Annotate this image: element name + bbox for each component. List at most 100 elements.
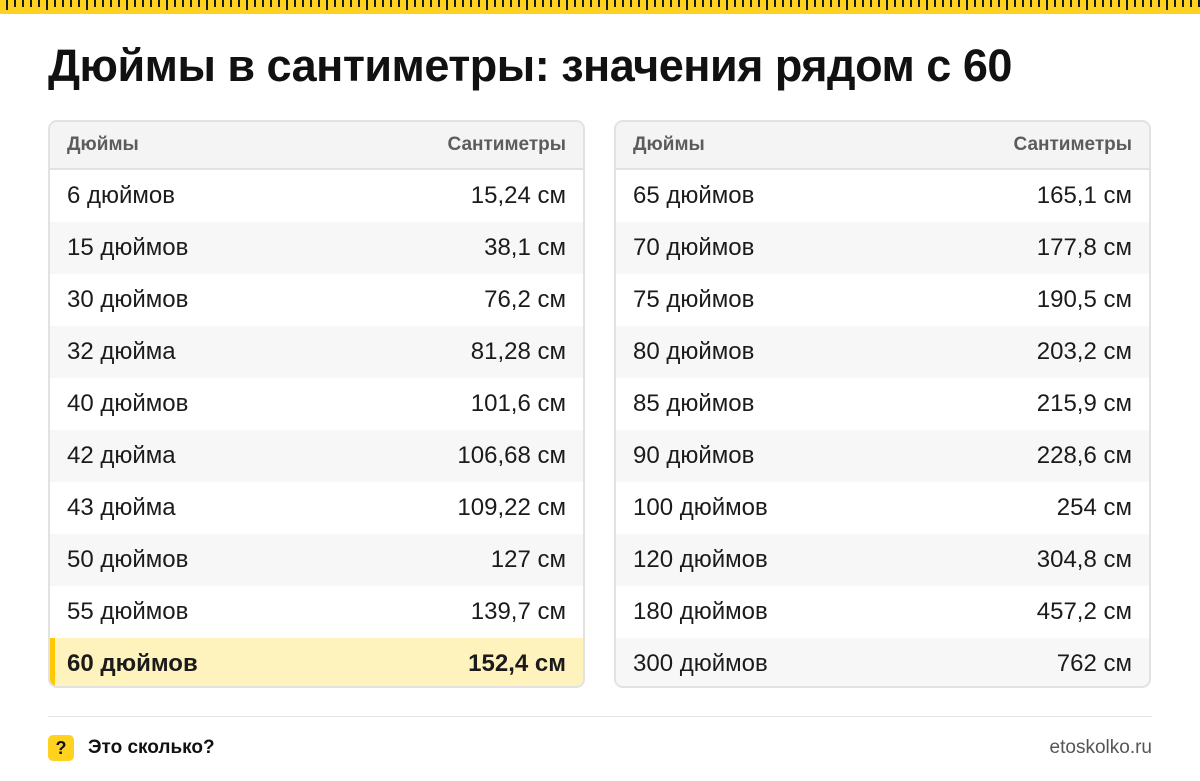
ruler-tick	[790, 0, 792, 7]
table-row: 85 дюймов 215,9 см	[616, 378, 1149, 430]
table-row: 43 дюйма 109,22 см	[50, 482, 583, 534]
cell-cm: 15,24 см	[470, 182, 566, 209]
cell-inches: 120 дюймов	[633, 546, 768, 573]
ruler-tick	[198, 0, 200, 7]
ruler-tick	[1142, 0, 1144, 7]
ruler-tick	[22, 0, 24, 7]
table-row-highlighted: 60 дюймов 152,4 см	[50, 638, 583, 686]
cell-cm: 127 см	[490, 546, 566, 573]
ruler-tick	[270, 0, 272, 7]
table-row: 75 дюймов 190,5 см	[616, 274, 1149, 326]
ruler-tick	[470, 0, 472, 7]
table-row: 80 дюймов 203,2 см	[616, 326, 1149, 378]
ruler-tick	[438, 0, 440, 7]
cell-inches: 32 дюйма	[67, 338, 176, 365]
ruler-tick	[342, 0, 344, 7]
ruler-tick	[582, 0, 584, 7]
ruler-tick	[982, 0, 984, 7]
ruler-tick	[214, 0, 216, 7]
ruler-tick	[1062, 0, 1064, 7]
column-header-cm: Сантиметры	[1013, 134, 1133, 155]
ruler-tick	[390, 0, 392, 7]
table-header: Дюймы Сантиметры	[50, 122, 583, 170]
table-row: 30 дюймов 76,2 см	[50, 274, 583, 326]
ruler-decoration	[0, 0, 1200, 14]
ruler-tick	[86, 0, 88, 10]
table-row: 100 дюймов 254 см	[616, 482, 1149, 534]
table-row: 15 дюймов 38,1 см	[50, 222, 583, 274]
ruler-tick	[1006, 0, 1008, 10]
ruler-tick	[758, 0, 760, 7]
ruler-tick	[166, 0, 168, 10]
ruler-tick	[926, 0, 928, 10]
cell-cm: 38,1 см	[484, 234, 566, 261]
ruler-tick	[182, 0, 184, 7]
cell-cm: 152,4 см	[468, 650, 566, 677]
ruler-tick	[702, 0, 704, 7]
table-header: Дюймы Сантиметры	[616, 122, 1149, 170]
ruler-tick	[1150, 0, 1152, 7]
table-row: 70 дюймов 177,8 см	[616, 222, 1149, 274]
ruler-tick	[238, 0, 240, 7]
ruler-tick	[662, 0, 664, 7]
ruler-tick	[558, 0, 560, 7]
ruler-tick	[382, 0, 384, 7]
ruler-tick	[158, 0, 160, 7]
ruler-tick	[990, 0, 992, 7]
cell-inches: 30 дюймов	[67, 286, 189, 313]
ruler-tick	[430, 0, 432, 7]
ruler-tick	[334, 0, 336, 7]
ruler-tick	[686, 0, 688, 10]
ruler-tick	[1054, 0, 1056, 7]
ruler-tick	[806, 0, 808, 10]
ruler-tick	[734, 0, 736, 7]
ruler-tick	[398, 0, 400, 7]
cell-cm: 203,2 см	[1036, 338, 1132, 365]
ruler-tick	[246, 0, 248, 10]
cell-cm: 254 см	[1056, 494, 1132, 521]
cell-inches: 15 дюймов	[67, 234, 189, 261]
ruler-tick	[1158, 0, 1160, 7]
table-row: 90 дюймов 228,6 см	[616, 430, 1149, 482]
footer-divider	[48, 716, 1152, 717]
cell-inches: 90 дюймов	[633, 442, 755, 469]
ruler-tick	[606, 0, 608, 10]
ruler-tick	[254, 0, 256, 7]
table-row: 50 дюймов 127 см	[50, 534, 583, 586]
ruler-tick	[374, 0, 376, 7]
ruler-tick	[654, 0, 656, 7]
ruler-tick	[814, 0, 816, 7]
ruler-tick	[550, 0, 552, 7]
ruler-tick	[710, 0, 712, 7]
ruler-tick	[518, 0, 520, 7]
column-header-inches: Дюймы	[67, 134, 139, 155]
table-row: 180 дюймов 457,2 см	[616, 586, 1149, 638]
cell-cm: 109,22 см	[457, 494, 566, 521]
cell-cm: 228,6 см	[1036, 442, 1132, 469]
question-badge-icon: ?	[48, 735, 74, 761]
ruler-tick	[358, 0, 360, 7]
ruler-tick	[422, 0, 424, 7]
cell-inches: 300 дюймов	[633, 650, 768, 677]
site-link[interactable]: etoskolko.ru	[1049, 737, 1152, 758]
ruler-tick	[294, 0, 296, 7]
cell-cm: 177,8 см	[1036, 234, 1132, 261]
cell-cm: 81,28 см	[470, 338, 566, 365]
page-title: Дюймы в сантиметры: значения рядом с 60	[48, 40, 1012, 91]
ruler-tick	[1086, 0, 1088, 10]
table-row: 42 дюйма 106,68 см	[50, 430, 583, 482]
ruler-tick	[966, 0, 968, 10]
ruler-tick	[46, 0, 48, 10]
ruler-tick	[718, 0, 720, 7]
ruler-tick	[1134, 0, 1136, 7]
cell-inches: 65 дюймов	[633, 182, 755, 209]
ruler-tick	[534, 0, 536, 7]
ruler-tick	[174, 0, 176, 7]
ruler-tick	[478, 0, 480, 7]
ruler-tick	[222, 0, 224, 7]
ruler-tick	[838, 0, 840, 7]
ruler-tick	[454, 0, 456, 7]
ruler-tick	[566, 0, 568, 10]
ruler-tick	[6, 0, 8, 10]
ruler-tick	[102, 0, 104, 7]
